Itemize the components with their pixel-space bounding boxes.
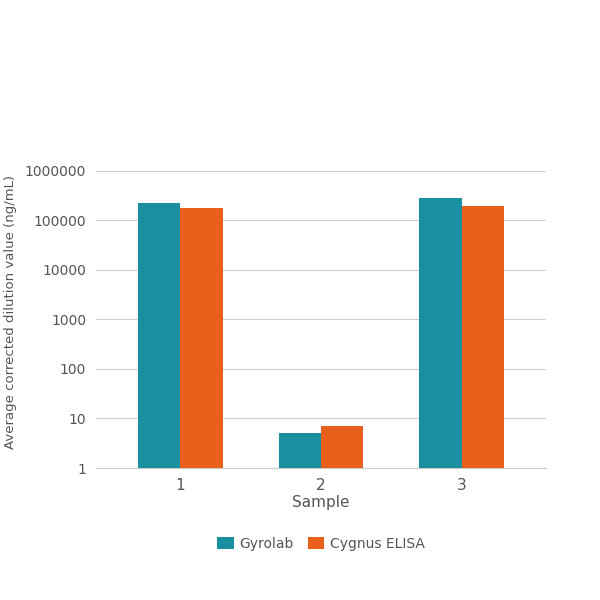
- X-axis label: Sample: Sample: [292, 496, 350, 511]
- Bar: [279, 433, 321, 600]
- Bar: [138, 203, 181, 600]
- Bar: [321, 426, 363, 600]
- Y-axis label: Average corrected dilution value (ng/mL): Average corrected dilution value (ng/mL): [4, 175, 17, 449]
- Bar: [461, 206, 504, 600]
- Bar: [181, 208, 223, 600]
- Bar: [419, 198, 461, 600]
- Legend: Gyrolab, Cygnus ELISA: Gyrolab, Cygnus ELISA: [212, 531, 430, 556]
